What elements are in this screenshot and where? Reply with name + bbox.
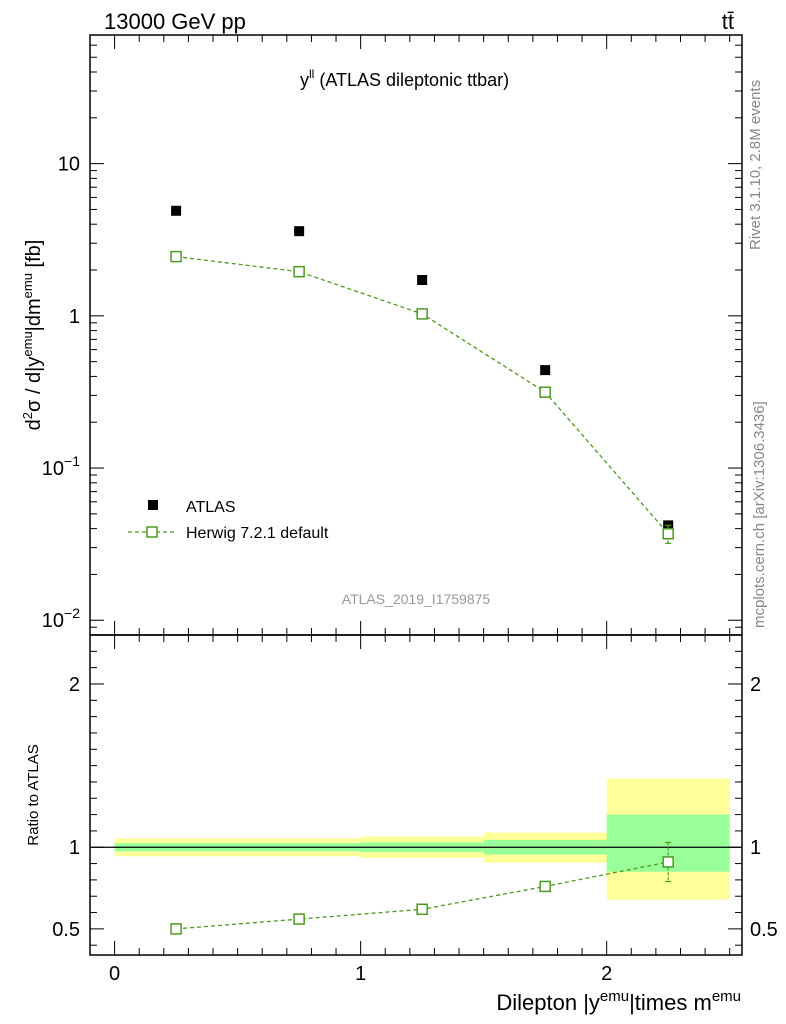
x-tick-label: 2 [601, 963, 612, 985]
legend-marker-atlas [148, 500, 158, 510]
process-label: tt̄ [722, 9, 734, 34]
ratio-y-axis: 0.5 0.5 1 1 2 2 [52, 650, 778, 946]
herwig-point [170, 250, 182, 263]
ratio-y-tick-label-right: 0.5 [750, 919, 778, 941]
atlas-point [540, 365, 551, 376]
herwig-point [662, 528, 674, 540]
herwig-point [293, 265, 305, 278]
ratio-panel: 0.5 0.5 1 1 2 2 0 1 2 Ratio to ATLAS [25, 634, 778, 985]
main-y-axis-label: d2σ / d|yemu|dmemu [fb] [20, 240, 45, 431]
ratio-herwig-line [176, 861, 669, 930]
main-panel: 10−2 10−1 1 10 yll (ATLAS dileptonic ttbar)… [20, 34, 743, 636]
analysis-id: ATLAS_2019_I1759875 [342, 591, 491, 607]
herwig-point [416, 308, 428, 320]
ratio-herwig-point [662, 856, 674, 868]
atlas-point [294, 226, 305, 237]
ratio-herwig-point [416, 903, 428, 916]
herwig-point [539, 386, 551, 398]
ratio-y-tick-label: 0.5 [52, 919, 80, 941]
herwig-line [176, 255, 669, 535]
ratio-y-axis-label: Ratio to ATLAS [25, 744, 42, 845]
x-axis: 0 1 2 [109, 635, 731, 985]
ratio-plot-area [90, 778, 742, 935]
main-plot-area [170, 205, 674, 544]
ratio-y-tick-label-right: 2 [750, 674, 761, 696]
energy-label: 13000 GeV pp [104, 9, 246, 34]
main-panel-frame [89, 34, 743, 636]
ratio-herwig-point [170, 923, 182, 935]
mcplots-label: mcplots.cern.ch [arXiv:1306.3436] [751, 401, 768, 628]
legend-marker-herwig [146, 526, 158, 538]
ratio-y-tick-label: 2 [69, 674, 80, 696]
main-y-tick-label: 10−1 [42, 453, 80, 480]
ratio-y-tick-label-right: 1 [750, 837, 761, 859]
main-y-tick-label: 1 [69, 306, 80, 328]
x-tick-label: 0 [109, 963, 120, 985]
x-axis-label: Dilepton |yemu|times memu [496, 988, 741, 1015]
main-x-ticks [114, 35, 731, 635]
legend-label-herwig: Herwig 7.2.1 default [186, 525, 329, 542]
atlas-point [171, 205, 182, 216]
atlas-point [417, 274, 428, 285]
legend-label-atlas: ATLAS [186, 499, 236, 516]
main-y-tick-label: 10−2 [42, 605, 80, 632]
main-y-tick-label: 10 [58, 154, 80, 176]
plot-title-rest: (ATLAS dileptonic ttbar) [314, 70, 509, 90]
ratio-panel-frame [89, 634, 743, 956]
plot-title: yll (ATLAS dileptonic ttbar) [300, 67, 509, 90]
plot-title-main: y [300, 70, 309, 90]
plot-title-sup: ll [309, 67, 314, 81]
x-tick-label: 1 [355, 963, 366, 985]
legend: ATLAS Herwig 7.2.1 default [128, 499, 329, 542]
ratio-herwig-point [539, 880, 551, 893]
ratio-y-tick-label: 1 [69, 837, 80, 859]
main-y-axis: 10−2 10−1 1 10 [42, 34, 742, 636]
rivet-label: Rivet 3.1.10, 2.8M events [747, 80, 764, 250]
ratio-herwig-point [293, 913, 305, 925]
